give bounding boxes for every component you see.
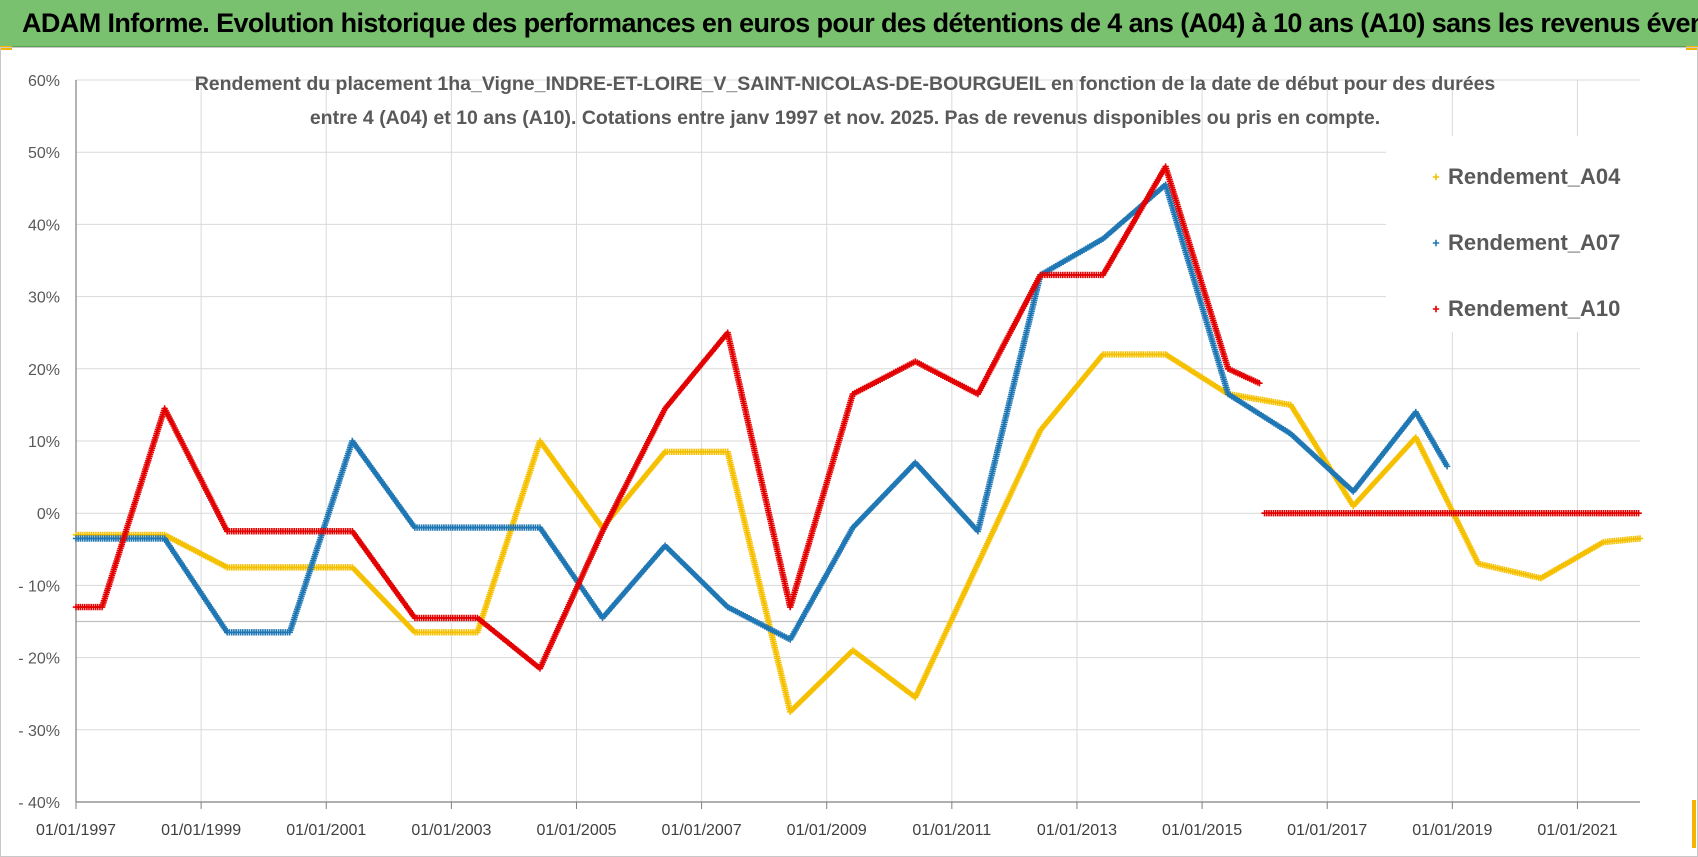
x-tick-label: 01/01/2007	[662, 822, 742, 839]
chart-title-line-2: entre 4 (A04) et 10 ans (A10). Cotations…	[310, 107, 1380, 129]
x-tick-label: 01/01/2015	[1162, 822, 1242, 839]
x-tick-label: 01/01/1999	[161, 822, 241, 839]
legend-label: Rendement_A07	[1448, 230, 1620, 255]
series-Rendement_A07	[72, 181, 1451, 643]
x-tick-label: 01/01/2003	[411, 822, 491, 839]
x-tick-label: 01/01/1997	[36, 822, 116, 839]
y-tick-label: 20%	[28, 362, 60, 379]
legend-marker	[1432, 239, 1440, 247]
page-title: ADAM Informe. Evolution historique des p…	[22, 8, 1698, 38]
y-tick-label: 60%	[28, 73, 60, 90]
y-tick-label: 10%	[28, 434, 60, 451]
y-tick-label: - 10%	[18, 578, 60, 595]
legend-item: Rendement_A04	[1432, 164, 1621, 189]
x-tick-label: 01/01/2021	[1537, 822, 1617, 839]
axis-layer: 60% 50% 40% 30% 20% 10% 0% - 10% - 20% - 30% - 40%…	[18, 73, 1640, 839]
x-tick-label: 01/01/2009	[787, 822, 867, 839]
chart-title-line-1: Rendement du placement 1ha_Vigne_INDRE-E…	[195, 73, 1496, 95]
x-tick-label: 01/01/2013	[1037, 822, 1117, 839]
data-point	[1635, 510, 1642, 517]
legend-label: Rendement_A04	[1448, 164, 1621, 189]
x-tick-label: 01/01/2001	[286, 822, 366, 839]
grid-layer	[75, 79, 1640, 803]
y-tick-label: 30%	[28, 290, 60, 307]
legend-marker	[1432, 173, 1440, 181]
x-tick-label: 01/01/2019	[1412, 822, 1492, 839]
legend-item: Rendement_A07	[1432, 230, 1620, 255]
data-point	[1256, 380, 1263, 387]
y-tick-label: - 30%	[18, 723, 60, 740]
x-tick-label: 01/01/2011	[912, 822, 991, 839]
y-tick-label: 50%	[28, 145, 60, 162]
corner-mark-right	[1692, 800, 1696, 848]
x-tick-label: 01/01/2017	[1287, 822, 1367, 839]
legend-box	[1386, 136, 1642, 332]
series-Rendement_A04	[72, 351, 1644, 715]
legend: Rendement_A04 Rendement_A07 Rendement_A10	[1386, 136, 1642, 332]
legend-marker	[1432, 305, 1440, 313]
corner-mark-top-left	[0, 46, 12, 50]
series-layer	[72, 163, 1644, 715]
series-Rendement_A10	[72, 163, 1642, 672]
header-bar: ADAM Informe. Evolution historique des p…	[0, 0, 1698, 47]
chart-title: Rendement du placement 1ha_Vigne_INDRE-E…	[195, 73, 1496, 129]
y-tick-label: - 40%	[18, 795, 60, 812]
corner-mark-top-right	[1686, 46, 1698, 50]
y-tick-label: 0%	[37, 506, 60, 523]
y-tick-label: 40%	[28, 217, 60, 234]
legend-item: Rendement_A10	[1432, 296, 1620, 321]
data-point	[1636, 535, 1644, 542]
legend-label: Rendement_A10	[1448, 296, 1620, 321]
x-tick-label: 01/01/2005	[536, 822, 616, 839]
y-tick-label: - 20%	[18, 651, 60, 668]
data-point	[1443, 463, 1451, 470]
